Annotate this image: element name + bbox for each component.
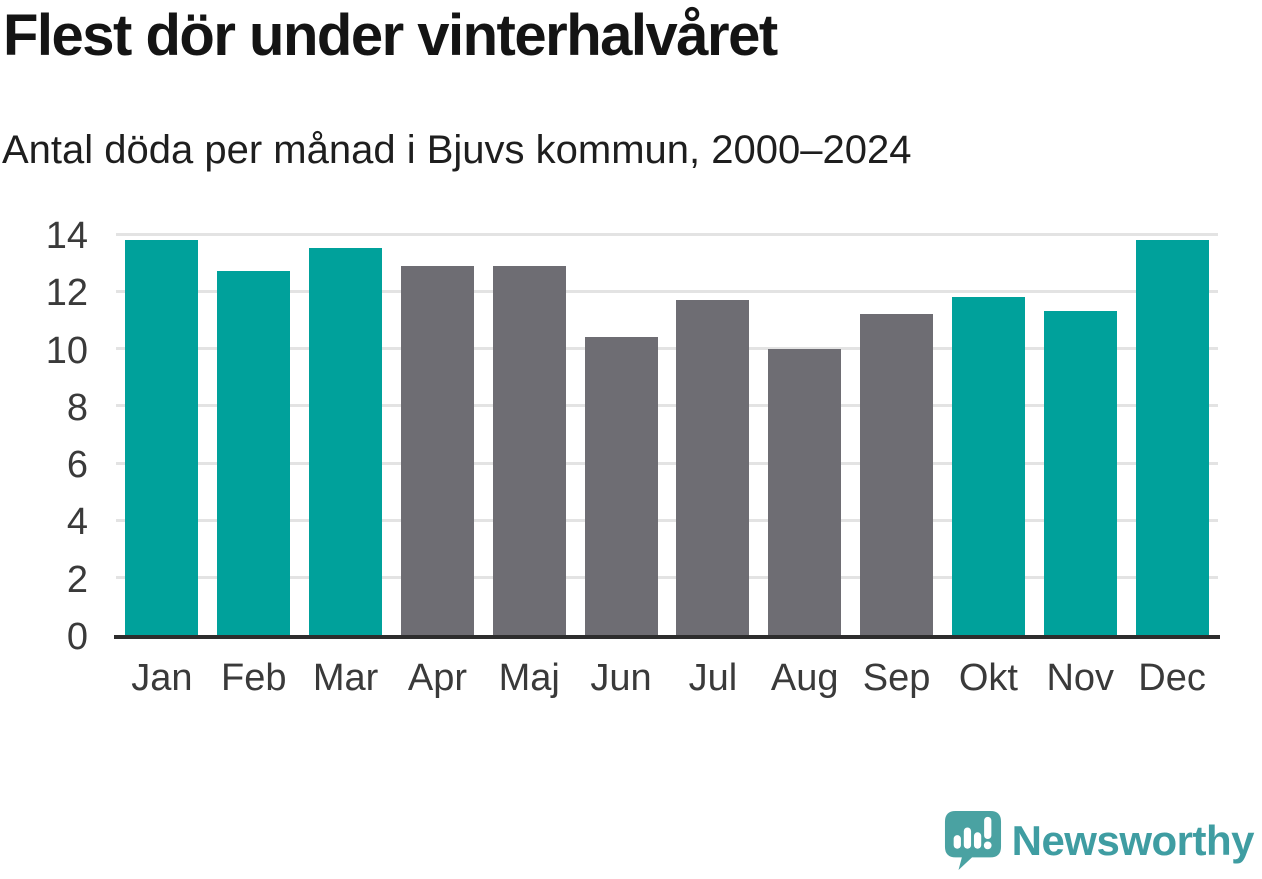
gridline-6	[116, 461, 1218, 465]
y-tick-label: 2	[66, 558, 88, 601]
bar-sep	[860, 314, 934, 635]
gridline-12	[116, 289, 1218, 293]
x-tick-label-dec: Dec	[1138, 657, 1206, 699]
y-tick-label: 12	[45, 272, 88, 315]
gridline-14	[116, 232, 1218, 236]
bar-apr	[400, 265, 474, 635]
bar-nov	[1043, 311, 1117, 635]
chart-subtitle: Antal döda per månad i Bjuvs kommun, 200…	[2, 128, 912, 172]
y-tick-label: 0	[66, 616, 88, 658]
x-tick-label-mar: Mar	[312, 657, 379, 699]
newsworthy-logo-text: Newsworthy	[1011, 816, 1255, 864]
bar-jul	[676, 299, 750, 635]
y-tick-label: 8	[66, 386, 88, 429]
plot-area: Jan Feb Mar Apr Maj Jun Jul Aug Sep Okt Nov Dec	[114, 232, 1220, 697]
bar-jan	[125, 239, 199, 635]
bar-maj	[492, 265, 566, 635]
y-tick-label: 14	[45, 215, 88, 257]
gridline-10	[116, 347, 1218, 351]
gridline-4	[116, 518, 1218, 522]
y-axis-labels: 0 2 4 6 8 10 12 14	[0, 217, 88, 656]
x-tick-label-nov: Nov	[1046, 657, 1115, 699]
bar-dec	[1135, 239, 1209, 635]
x-tick-label-aug: Aug	[770, 657, 839, 699]
newsworthy-logo-icon	[944, 811, 1001, 870]
bar-feb	[217, 271, 291, 635]
x-tick-label-jul: Jul	[688, 657, 738, 699]
x-tick-label-okt: Okt	[958, 657, 1018, 699]
bar-okt	[951, 297, 1025, 635]
chart-title: Flest dör under vinterhalvåret	[3, 3, 778, 68]
bar-aug	[768, 348, 842, 635]
x-tick-label-jan: Jan	[131, 657, 193, 699]
y-tick-label: 4	[66, 501, 88, 544]
gridline-8	[116, 404, 1218, 408]
bar-mar	[309, 248, 383, 635]
x-tick-label-jun: Jun	[590, 657, 652, 699]
y-tick-label: 6	[66, 444, 88, 487]
y-tick-label: 10	[45, 329, 88, 372]
x-axis-line	[114, 635, 1220, 639]
x-tick-label-sep: Sep	[862, 657, 931, 699]
gridline-2	[116, 576, 1218, 580]
x-tick-label-apr: Apr	[407, 657, 467, 699]
x-tick-label-maj: Maj	[498, 657, 560, 699]
bar-jun	[584, 337, 658, 635]
x-tick-label-feb: Feb	[221, 657, 287, 699]
newsworthy-logo: Newsworthy	[944, 810, 1255, 871]
